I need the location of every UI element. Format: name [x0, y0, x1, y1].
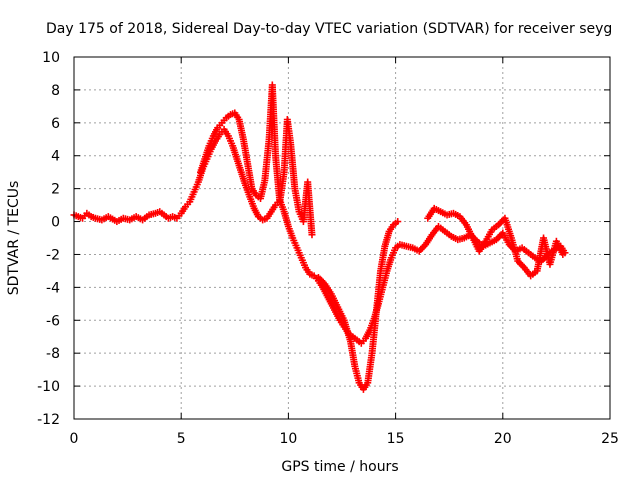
y-axis-label: SDTVAR / TECUs — [6, 181, 22, 296]
y-tick-label: 6 — [51, 116, 60, 132]
x-tick-label: 15 — [387, 431, 405, 447]
chart-title: Day 175 of 2018, Sidereal Day-to-day VTE… — [46, 21, 612, 37]
x-tick-label: 20 — [494, 431, 512, 447]
y-tick-label: 10 — [42, 50, 60, 66]
y-tick-label: -6 — [46, 313, 60, 329]
x-tick-label: 0 — [70, 431, 79, 447]
plot-frame — [73, 56, 611, 420]
y-tick-label: -12 — [37, 412, 60, 428]
grid-layer — [74, 57, 610, 419]
x-axis-label: GPS time / hours — [281, 459, 398, 475]
points-layer — [70, 81, 569, 393]
y-tick-label: -4 — [46, 280, 60, 296]
y-tick-label: 0 — [51, 215, 60, 231]
y-tick-label: -10 — [37, 379, 60, 395]
tick-label-layer: 0 5 10 15 20 25 -12 -10 -8 -6 -4 -2 0 2 4 6 8 10 — [37, 50, 619, 447]
y-tick-label: 2 — [51, 182, 60, 198]
y-tick-label: 8 — [51, 83, 60, 99]
data-point — [559, 250, 567, 258]
y-tick-label: -8 — [46, 346, 60, 362]
y-tick-label: 4 — [51, 149, 60, 165]
data-point — [394, 218, 402, 226]
x-tick-label: 5 — [177, 431, 186, 447]
x-tick-label: 25 — [601, 431, 619, 447]
x-tick-label: 10 — [279, 431, 297, 447]
y-tick-label: -2 — [46, 247, 60, 263]
data-point — [308, 231, 316, 239]
